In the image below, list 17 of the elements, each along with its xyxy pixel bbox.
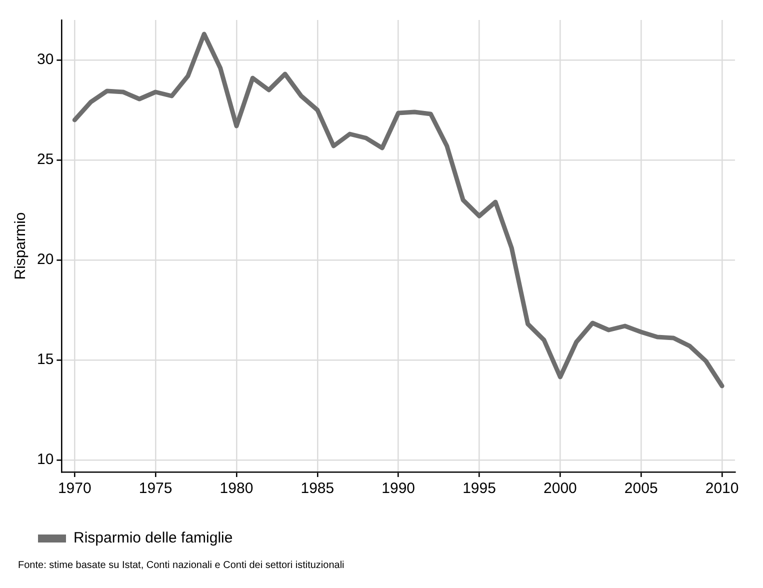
x-tick-label: 1985 xyxy=(300,480,334,498)
y-tick-label: 30 xyxy=(36,51,54,68)
x-tick-label: 1995 xyxy=(462,480,496,498)
source-note: Fonte: stime basate su Istat, Conti nazionali e Conti dei settori istituzionali xyxy=(18,560,346,571)
legend-label: Risparmio delle famiglie xyxy=(74,530,233,547)
x-tick-label: 2010 xyxy=(705,480,739,498)
x-tick-label: 1975 xyxy=(138,480,172,498)
x-tick-label: 1970 xyxy=(58,480,92,498)
x-tick-label: 2000 xyxy=(544,480,577,498)
y-axis-title: Risparmio xyxy=(12,212,30,280)
x-tick-label: 1990 xyxy=(382,480,416,498)
y-tick-label: 20 xyxy=(36,251,54,268)
y-tick-label: 25 xyxy=(36,151,54,168)
x-tick-label: 1980 xyxy=(220,480,254,498)
y-tick-label: 10 xyxy=(36,451,54,468)
x-tick-label: 2005 xyxy=(624,480,658,498)
y-tick-label: 15 xyxy=(36,351,54,368)
